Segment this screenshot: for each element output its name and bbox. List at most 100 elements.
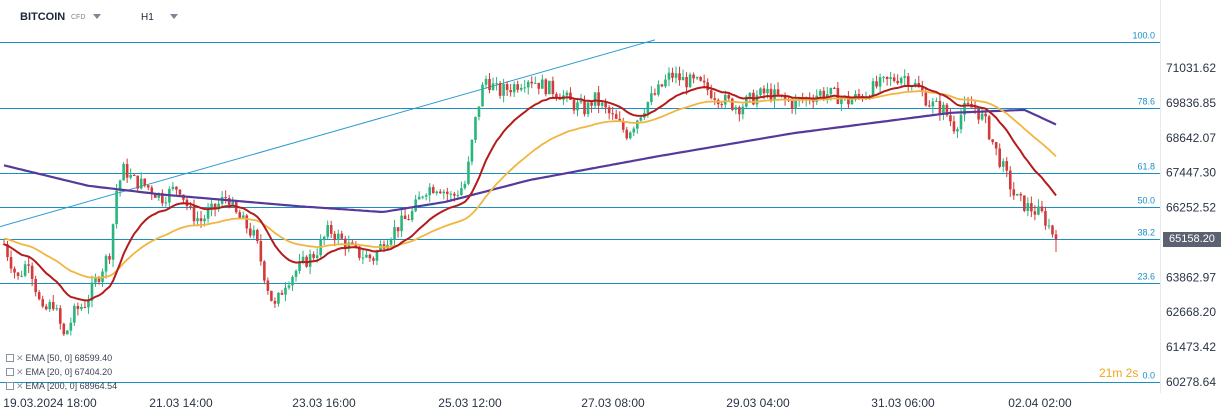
candle-body [13, 268, 16, 273]
candle-body [639, 117, 643, 121]
candle-body [530, 81, 534, 84]
close-icon[interactable]: ✕ [16, 381, 24, 391]
candle-body [298, 261, 301, 271]
candle-body [924, 91, 928, 106]
candle-body [984, 113, 987, 117]
candle-body [991, 139, 994, 143]
candle-body [481, 84, 484, 107]
candle-body [952, 121, 956, 132]
candle-body [709, 90, 713, 99]
candle-body [431, 187, 435, 194]
candle-body [829, 87, 833, 95]
candle-body [885, 76, 889, 80]
candle-body [315, 255, 319, 258]
candle-body [748, 92, 752, 97]
x-tick-label: 29.03 04:00 [726, 396, 790, 410]
symbol-type-tag: CFD [71, 14, 86, 21]
legend-ema20[interactable]: ✕ EMA [20, 0] 67404.20 [6, 367, 112, 378]
candle-body [956, 129, 959, 132]
y-tick-label: 67447.30 [1166, 166, 1216, 180]
candle-body [899, 77, 903, 84]
legend-label: EMA [20, 0] [25, 367, 73, 377]
candle-body [491, 83, 495, 91]
legend-ema50[interactable]: ✕ EMA [50, 0] 68599.40 [6, 353, 112, 364]
candle-body [882, 76, 885, 78]
candle-body [421, 196, 424, 198]
candle-body [667, 72, 671, 80]
x-tick-label: 31.03 06:00 [871, 396, 935, 410]
ema-20-line [3, 84, 1057, 302]
x-tick-label: 23.03 16:00 [292, 396, 356, 410]
candle-body [312, 254, 315, 258]
symbol-dropdown-icon[interactable] [93, 14, 101, 19]
settings-icon[interactable] [6, 368, 14, 376]
candle-body [607, 107, 611, 114]
candle-body [604, 102, 607, 108]
candle-body [213, 203, 217, 209]
candle-body [30, 265, 34, 279]
candle-body [678, 73, 681, 81]
timeframe-label[interactable]: H1 [141, 12, 154, 23]
fib-level-label: 50.0 [1137, 196, 1155, 206]
candle-body [428, 187, 432, 196]
candle-body [161, 192, 164, 204]
close-icon[interactable]: ✕ [16, 367, 24, 377]
candle-body [51, 302, 55, 310]
symbol-label[interactable]: BITCOIN [20, 11, 66, 23]
candle-body [938, 100, 942, 115]
candle-body [326, 225, 329, 237]
candle-body [266, 280, 270, 291]
x-tick-label: 21.03 14:00 [149, 396, 213, 410]
candle-body [322, 236, 326, 240]
candle-body [692, 74, 695, 79]
candle-body [122, 163, 125, 181]
settings-icon[interactable] [6, 382, 14, 390]
candle-body [600, 102, 604, 106]
candle-body [959, 114, 963, 130]
candle-body [259, 241, 263, 262]
candle-body [741, 106, 745, 115]
candle-body [442, 191, 446, 194]
timeframe-dropdown-icon[interactable] [170, 14, 178, 19]
candle-body [291, 276, 294, 286]
current-price-tag: 65158.20 [1163, 232, 1221, 247]
candle-body [203, 218, 206, 222]
candle-body [287, 285, 291, 288]
candle-body [196, 218, 199, 222]
x-tick-label: 27.03 08:00 [581, 396, 645, 410]
candle-body [55, 308, 59, 310]
candle-body [906, 76, 910, 87]
candle-body [576, 102, 579, 111]
y-tick-label: 66252.52 [1166, 201, 1216, 215]
y-tick-label: 69836.85 [1166, 96, 1216, 110]
candle-body [878, 77, 882, 87]
legend-ema200[interactable]: ✕ EMA [200, 0] 68964.54 [6, 381, 117, 392]
candle-body [87, 300, 90, 308]
candle-body [1015, 193, 1019, 196]
candle-body [636, 120, 639, 129]
candle-body [987, 116, 991, 140]
candle-body [294, 270, 298, 277]
settings-icon[interactable] [6, 354, 14, 362]
candle-body [498, 83, 502, 96]
candle-body [463, 183, 467, 189]
candle-body [811, 100, 815, 102]
candle-body [372, 258, 375, 261]
candle-body [270, 290, 273, 301]
candle-body [1005, 161, 1009, 171]
candle-body [231, 201, 234, 205]
candle-body [365, 254, 368, 258]
fib-level-label: 0.0 [1142, 371, 1155, 381]
candle-body [565, 92, 569, 96]
candle-body [407, 219, 410, 221]
candle-body [495, 83, 498, 85]
candle-body [657, 84, 660, 95]
candle-body [192, 206, 196, 222]
close-icon[interactable]: ✕ [16, 353, 24, 363]
candle-body [1019, 193, 1023, 196]
candle-body [424, 195, 428, 197]
candle-body [590, 102, 593, 106]
candle-body [660, 84, 664, 87]
candle-body [308, 254, 312, 267]
